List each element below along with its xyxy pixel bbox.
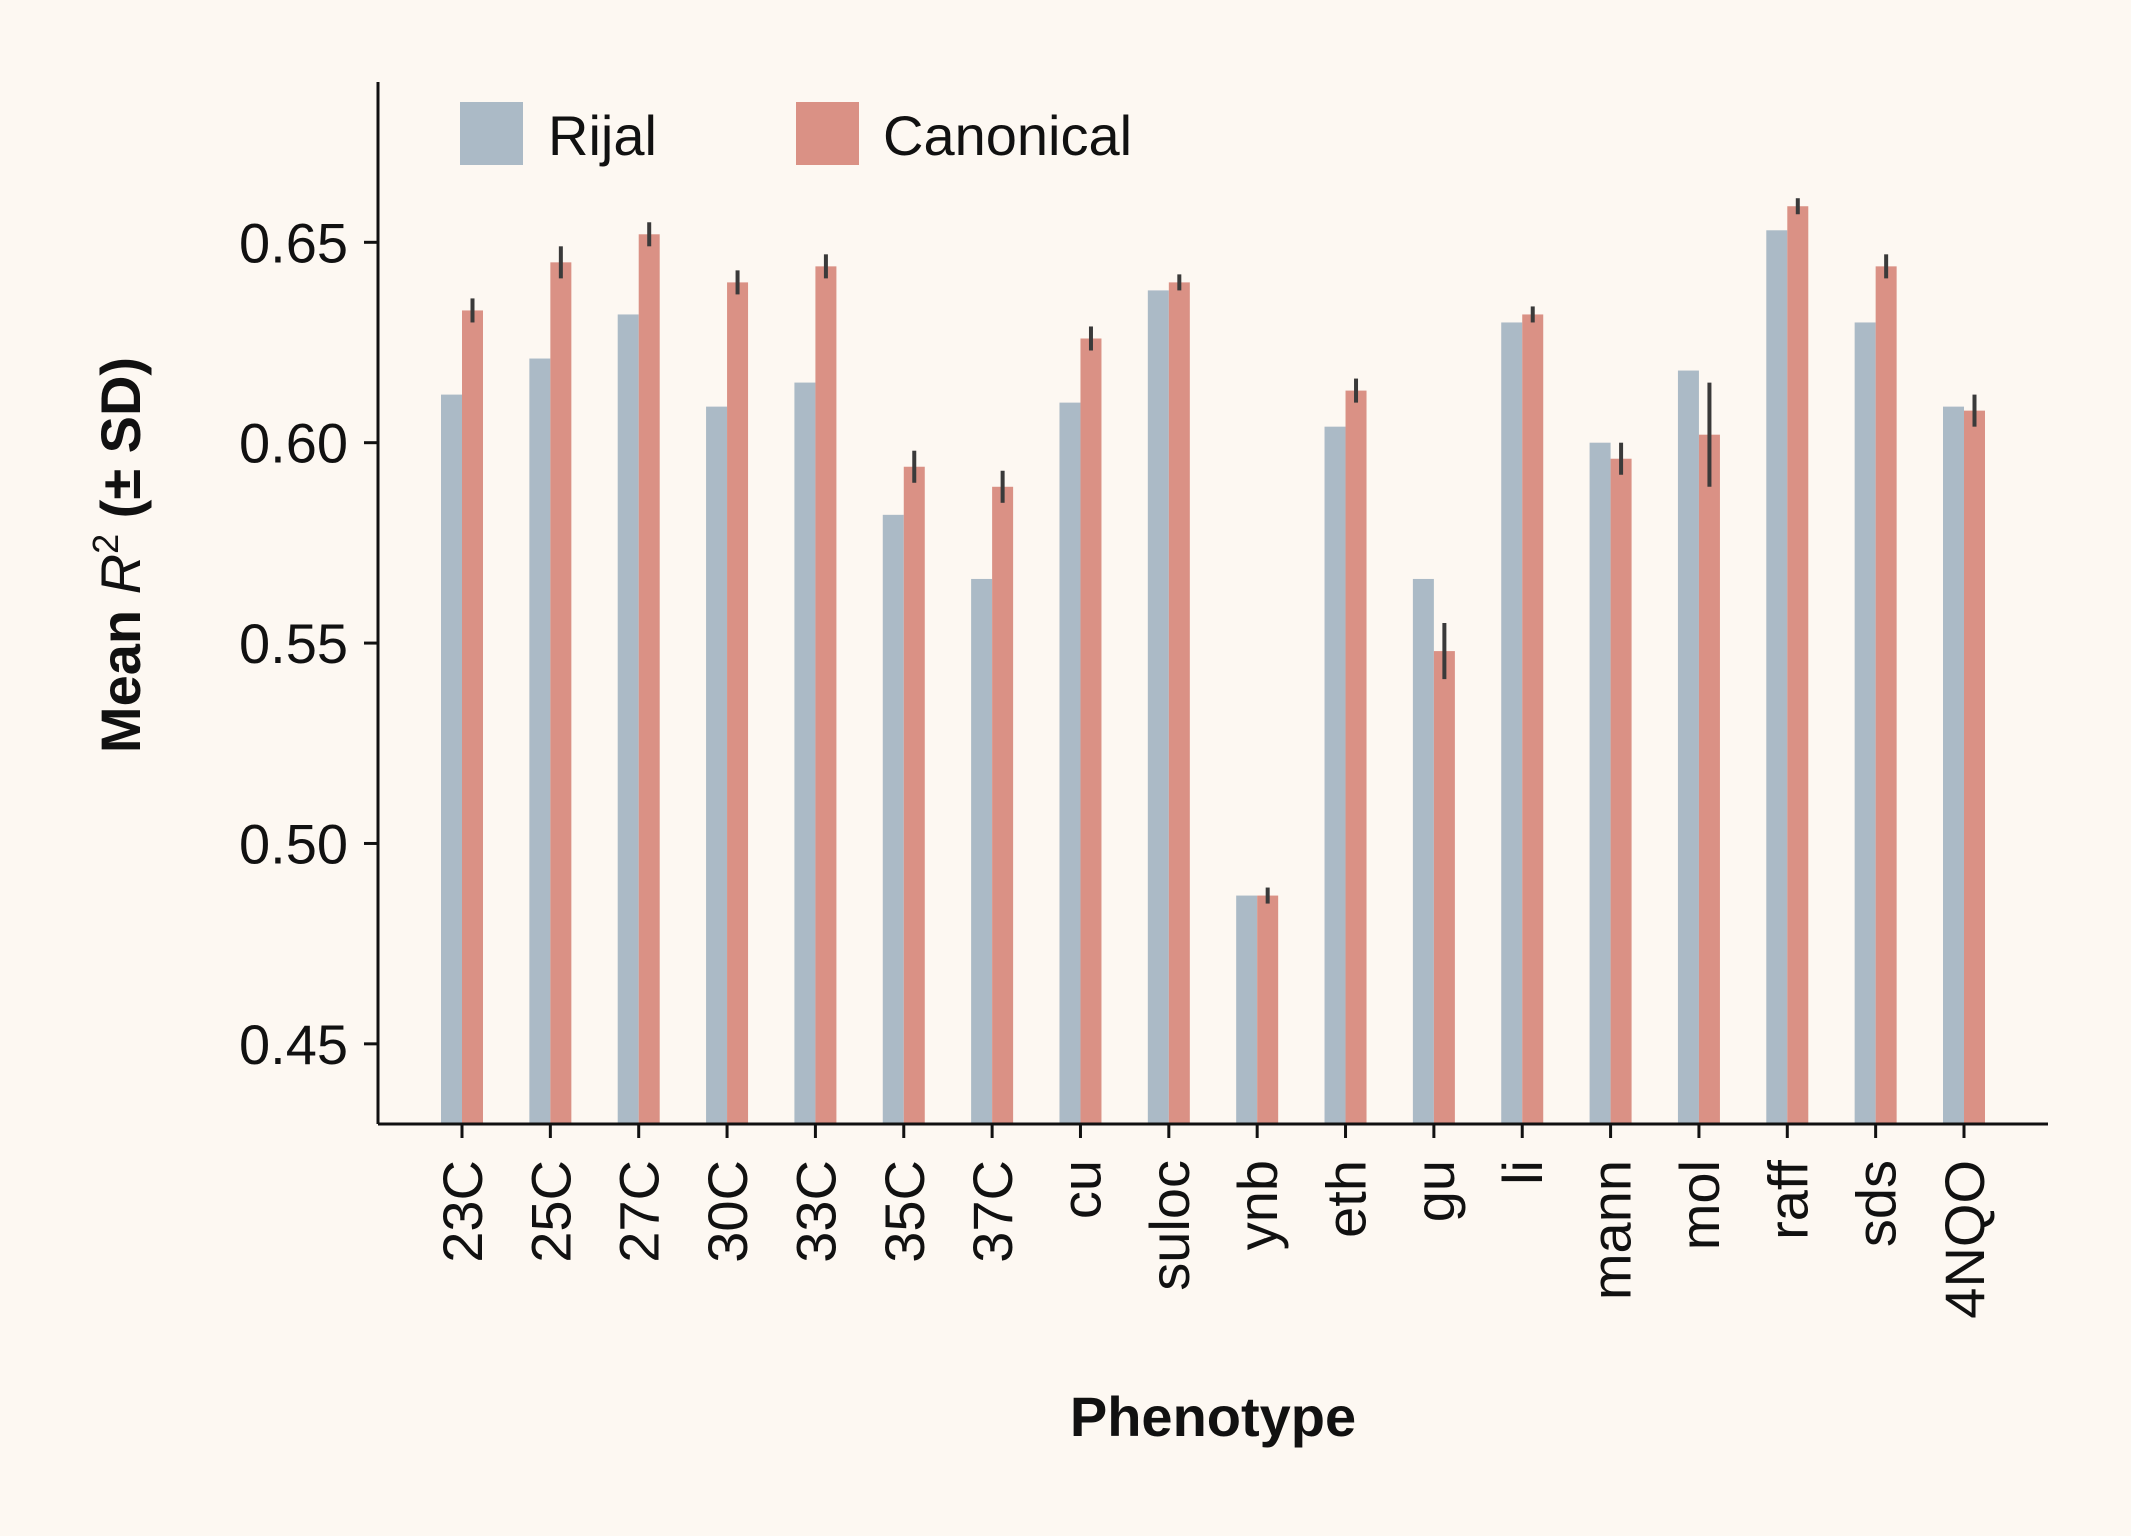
x-tick-label-27C: 27C [608,1160,671,1263]
x-tick-label-ynb: ynb [1226,1160,1289,1250]
legend-label-rijal: Rijal [548,104,657,167]
bar-canonical-4NQO [1964,410,1985,1125]
error-bars-layer [470,198,1977,904]
bar-canonical-30C [727,282,749,1124]
bar-canonical-eth [1345,390,1367,1125]
bar-canonical-sds [1875,266,1897,1124]
bar-rijal-gu [1412,578,1434,1124]
x-tick-label-mol: mol [1668,1160,1731,1250]
bar-rijal-4NQO [1943,406,1964,1125]
bar-canonical-27C [638,234,660,1125]
y-tick-label: 0.50 [239,812,348,875]
bar-rijal-ynb [1236,895,1258,1124]
x-tick-label-30C: 30C [696,1160,759,1263]
bar-rijal-sds [1854,322,1876,1124]
y-axis-title-superscript: 2 [85,534,126,554]
legend-swatch-rijal [460,102,523,165]
bar-rijal-27C [617,314,639,1124]
bar-canonical-cu [1080,338,1102,1124]
y-tick-label: 0.65 [239,211,348,274]
bar-canonical-mann [1610,458,1632,1124]
legend-swatch-canonical [796,102,859,165]
bar-canonical-33C [815,266,837,1124]
y-ticks-layer: 0.45 0.50 0.55 0.60 0.65 [239,211,378,1076]
x-tick-label-25C: 25C [519,1160,582,1263]
y-axis-title-symbol: R [89,554,152,594]
x-tick-label-mann: mann [1580,1160,1643,1300]
bar-rijal-37C [971,578,993,1124]
x-tick-label-23C: 23C [431,1160,494,1263]
x-tick-label-raff: raff [1756,1160,1819,1240]
x-tick-label-4NQO: 4NQO [1933,1160,1996,1319]
bar-canonical-suloc [1168,282,1190,1124]
bar-canonical-mol [1698,434,1720,1125]
bar-rijal-raff [1766,230,1788,1125]
bar-canonical-35C [903,466,925,1124]
legend: Rijal Canonical [460,102,1132,167]
bar-canonical-25C [550,262,572,1124]
y-tick-label: 0.55 [239,612,348,675]
bar-rijal-li [1501,322,1523,1124]
bar-canonical-37C [992,486,1014,1124]
bar-rijal-eth [1324,426,1346,1125]
bar-canonical-raff [1787,206,1809,1124]
bar-canonical-li [1522,314,1544,1124]
bar-rijal-mann [1589,442,1611,1124]
axes-layer [376,82,2048,1126]
bar-rijal-cu [1059,402,1081,1125]
legend-label-canonical: Canonical [883,104,1132,167]
bar-rijal-25C [529,358,551,1124]
bar-rijal-mol [1677,370,1699,1124]
x-tick-label-33C: 33C [784,1160,847,1263]
bar-rijal-30C [706,406,728,1125]
bar-rijal-33C [794,382,816,1125]
y-tick-label: 0.45 [239,1013,348,1076]
x-tick-label-eth: eth [1315,1160,1378,1238]
bar-canonical-gu [1433,651,1455,1124]
y-axis-title: Mean R2 (± SD) [85,357,152,753]
x-tick-label-35C: 35C [873,1160,936,1263]
bar-rijal-suloc [1147,290,1169,1124]
bar-rijal-23C [441,394,462,1125]
x-ticks-layer: 23C 25C 27C 30C 33C 35C 37C cu suloc ynb eth gu li ma… [431,1124,1996,1319]
y-axis-title-suffix: (± SD) [89,357,152,534]
bar-canonical-23C [462,310,483,1124]
x-tick-label-gu: gu [1403,1160,1466,1222]
x-tick-label-cu: cu [1049,1160,1112,1219]
y-tick-label: 0.60 [239,412,348,475]
x-tick-label-37C: 37C [961,1160,1024,1263]
bar-canonical-ynb [1257,895,1279,1124]
y-axis-title-prefix: Mean [89,594,152,753]
x-axis-title: Phenotype [1070,1385,1356,1448]
bar-rijal-35C [882,514,904,1124]
x-tick-label-li: li [1491,1160,1554,1185]
x-tick-label-sds: sds [1845,1160,1908,1247]
x-tick-label-suloc: suloc [1138,1160,1201,1291]
bars-layer [441,206,1985,1125]
